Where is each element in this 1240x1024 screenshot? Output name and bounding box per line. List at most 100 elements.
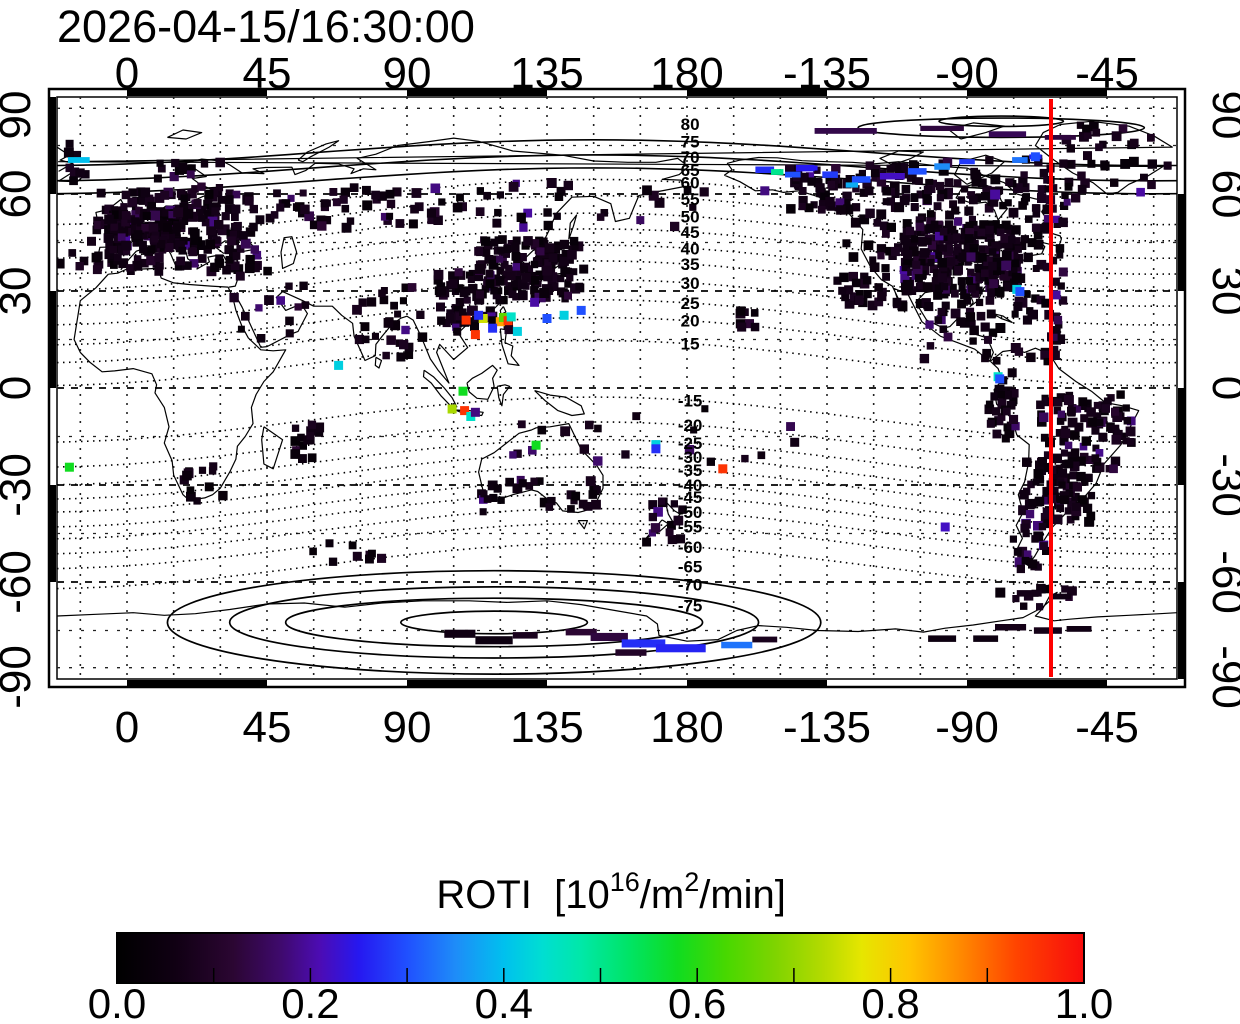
- station-point: [701, 405, 709, 413]
- station-point: [204, 196, 212, 204]
- station-point: [94, 221, 103, 230]
- station-point: [68, 249, 77, 257]
- station-point: [1110, 178, 1119, 187]
- lon-tick-label-bottom: 0: [115, 703, 139, 752]
- station-point: [988, 261, 997, 271]
- station-point: [487, 480, 498, 491]
- station-point: [741, 454, 749, 463]
- station-point: [1129, 156, 1139, 167]
- station-point: [542, 265, 552, 276]
- colorbar-tick-label: 0.0: [88, 980, 146, 1024]
- station-point: [505, 477, 514, 487]
- station-point: [874, 297, 884, 307]
- station-point: [566, 274, 574, 282]
- station-point: [996, 228, 1005, 237]
- maglat-oval-south: [399, 610, 589, 635]
- station-point: [492, 291, 501, 300]
- station-point: [265, 213, 275, 223]
- station-point: [1026, 352, 1036, 363]
- station-point: [889, 181, 900, 192]
- station-point: [453, 305, 464, 316]
- station-point: [882, 186, 891, 196]
- station-highlight: [334, 360, 344, 370]
- station-point: [825, 196, 835, 207]
- station-point: [113, 235, 122, 244]
- station-point: [460, 288, 469, 298]
- station-point: [942, 278, 951, 287]
- station-point: [176, 189, 186, 198]
- station-point: [1059, 436, 1068, 446]
- station-highlight: [1030, 152, 1040, 162]
- station-point: [1089, 121, 1099, 132]
- station-point: [1021, 556, 1030, 565]
- station-point: [879, 221, 889, 231]
- station-point: [699, 187, 709, 197]
- station-point: [386, 212, 394, 220]
- coastline: [992, 313, 1013, 323]
- station-point: [178, 162, 188, 172]
- station-point: [484, 255, 494, 264]
- station-point: [401, 325, 410, 335]
- station-point: [544, 243, 555, 253]
- station-point: [187, 189, 197, 199]
- station-point: [1060, 201, 1069, 210]
- station-point: [1094, 462, 1105, 473]
- station-point: [183, 208, 194, 219]
- station-streak: [851, 176, 871, 183]
- station-point: [667, 520, 676, 530]
- station-point: [683, 185, 692, 194]
- station-point: [865, 208, 875, 219]
- station-point: [169, 215, 179, 225]
- station-point: [919, 353, 930, 364]
- station-point: [1008, 207, 1019, 218]
- station-point: [215, 184, 224, 192]
- station-point: [906, 172, 917, 182]
- station-point: [1063, 395, 1074, 406]
- station-point: [863, 290, 872, 299]
- station-point: [1071, 506, 1082, 517]
- station-point: [121, 240, 131, 251]
- lat-tick-label-left: -90: [0, 645, 40, 709]
- station-point: [287, 194, 295, 202]
- station-point: [973, 231, 982, 240]
- station-point: [570, 268, 578, 276]
- station-point: [1056, 251, 1064, 259]
- station-point: [159, 236, 167, 244]
- station-highlight: [470, 330, 480, 340]
- maglat-contour-label: 75: [681, 133, 700, 152]
- station-point: [851, 203, 861, 212]
- station-point: [485, 306, 495, 316]
- station-point: [1033, 469, 1044, 479]
- station-highlight: [447, 404, 457, 414]
- station-point: [951, 289, 959, 298]
- station-point: [1032, 478, 1040, 486]
- station-point: [354, 334, 364, 345]
- station-point: [1057, 410, 1065, 418]
- station-point: [126, 264, 134, 272]
- station-point: [249, 222, 258, 232]
- station-point: [92, 265, 102, 275]
- station-point: [1067, 417, 1078, 428]
- frame-stripe-left: [50, 291, 56, 388]
- station-point: [560, 426, 571, 437]
- station-point: [198, 466, 207, 474]
- station-point: [1052, 453, 1062, 464]
- station-point: [1073, 405, 1082, 413]
- station-point: [923, 195, 932, 205]
- station-point: [479, 508, 487, 516]
- station-point: [1043, 357, 1051, 366]
- station-point: [172, 222, 181, 231]
- station-point: [942, 157, 953, 167]
- station-point: [474, 295, 484, 305]
- station-point: [913, 254, 923, 264]
- station-point: [104, 214, 114, 225]
- station-streak: [934, 163, 950, 170]
- station-point: [876, 244, 887, 254]
- station-point: [918, 258, 926, 266]
- station-point: [126, 227, 135, 236]
- station-point: [1077, 184, 1087, 194]
- station-point: [545, 503, 554, 511]
- station-point: [180, 194, 188, 202]
- station-point: [138, 195, 149, 205]
- station-point: [300, 204, 310, 215]
